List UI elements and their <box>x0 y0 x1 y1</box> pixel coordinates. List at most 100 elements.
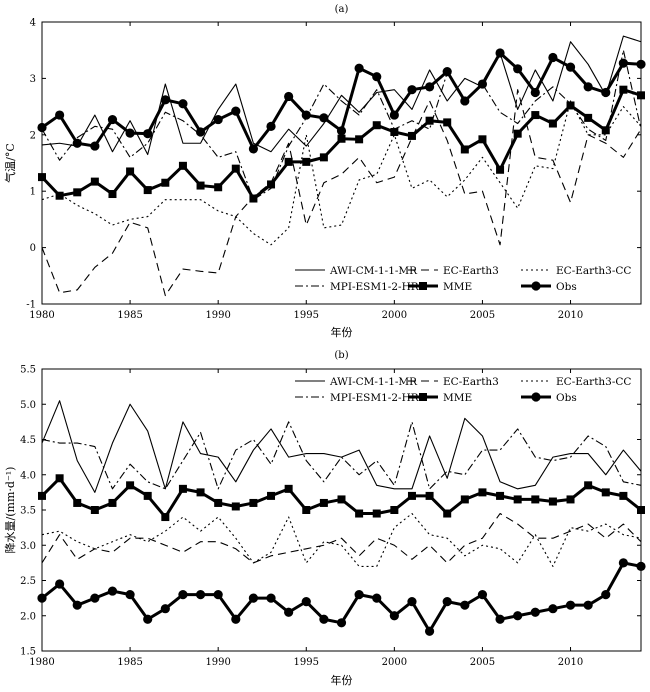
obs-point <box>530 607 540 617</box>
y-tick-label: 3.5 <box>20 506 36 517</box>
legend-label: AWI-CM-1-1-MR <box>329 376 418 388</box>
mme-point <box>407 491 416 500</box>
legend-label: EC-Earth3 <box>443 265 499 277</box>
mme-point <box>355 509 364 518</box>
series-line-ec-earth3-cc <box>41 100 642 246</box>
obs-point <box>407 85 417 95</box>
mme-point <box>38 173 46 182</box>
mme-point <box>496 165 505 174</box>
x-tick-label: 2010 <box>558 310 583 321</box>
mme-point <box>231 502 240 511</box>
obs-point <box>460 600 470 610</box>
mme-point <box>178 161 187 170</box>
obs-point <box>125 128 135 138</box>
x-tick-label: 1990 <box>205 657 230 668</box>
y-tick-label: 4 <box>30 18 36 29</box>
mme-point <box>108 190 117 199</box>
plot-frame <box>41 21 642 305</box>
legend-label: MME <box>443 392 472 404</box>
mme-point <box>584 481 593 490</box>
legend-label: EC-Earth3 <box>443 376 499 388</box>
mme-point <box>231 164 240 173</box>
x-tick-label: 2005 <box>470 657 495 668</box>
obs-point <box>495 614 505 624</box>
obs-point <box>513 64 523 74</box>
x-tick-label: 2000 <box>382 657 407 668</box>
obs-point <box>618 58 628 68</box>
series-line-mme <box>40 88 642 201</box>
mme-point <box>425 491 434 500</box>
mme-point <box>566 495 575 504</box>
obs-point <box>37 122 47 133</box>
obs-point <box>266 121 276 131</box>
mme-point <box>319 498 328 507</box>
mme-point <box>126 167 135 176</box>
mme-point <box>196 181 205 190</box>
obs-point <box>354 590 364 600</box>
obs-point <box>195 590 206 600</box>
mme-point <box>161 178 170 187</box>
obs-point <box>336 126 347 136</box>
x-tick-label: 1980 <box>29 310 54 321</box>
series-line-ec-earth3-cc <box>41 512 642 567</box>
obs-point <box>107 114 118 125</box>
panel-label: (b) <box>334 350 348 361</box>
obs-point <box>389 611 399 621</box>
obs-point <box>477 79 488 89</box>
obs-point <box>513 611 523 621</box>
mme-point <box>478 488 487 497</box>
obs-point <box>601 87 611 98</box>
obs-point <box>495 48 505 58</box>
mme-point <box>108 498 117 507</box>
mme-point <box>513 129 522 138</box>
mme-point <box>90 177 99 186</box>
obs-point <box>477 590 488 600</box>
obs-point <box>636 59 646 69</box>
y-tick-label: 0 <box>30 243 36 254</box>
obs-point <box>301 110 311 120</box>
x-tick-label: 1995 <box>294 657 319 668</box>
x-axis-title: 年份 <box>331 673 353 687</box>
obs-point <box>231 106 241 116</box>
y-tick-label: 3.0 <box>20 541 36 552</box>
mme-point <box>161 513 170 522</box>
mme-point <box>214 498 223 507</box>
obs-point <box>336 618 347 628</box>
legend-marker-square <box>419 393 427 401</box>
obs-point <box>178 99 188 109</box>
mme-point <box>267 180 276 189</box>
obs-point <box>618 558 628 568</box>
obs-point <box>178 590 188 600</box>
mme-point <box>531 495 540 504</box>
mme-point <box>267 491 276 500</box>
mme-point <box>548 119 557 128</box>
y-tick-label: 2.5 <box>20 576 36 587</box>
x-tick-label: 1980 <box>29 657 54 668</box>
y-tick-label: 2.0 <box>20 611 36 622</box>
obs-point <box>548 52 558 63</box>
mme-point <box>601 488 610 497</box>
mme-point <box>302 157 311 166</box>
mme-point <box>178 484 187 493</box>
y-tick-label: 5.0 <box>20 400 36 411</box>
y-tick-label: 2 <box>30 130 36 141</box>
x-tick-label: 2005 <box>470 310 495 321</box>
mme-point <box>513 495 522 504</box>
mme-point <box>496 491 505 500</box>
mme-point <box>214 183 223 192</box>
obs-point <box>72 600 82 610</box>
obs-point <box>143 614 153 624</box>
y-tick-label: 1 <box>30 187 36 198</box>
legend: AWI-CM-1-1-MR EC-Earth3 EC-Earth3-CC MPI-ES… <box>295 265 631 293</box>
obs-point <box>548 604 558 614</box>
obs-point <box>125 590 135 600</box>
mme-point <box>73 498 82 507</box>
mme-point <box>548 497 557 506</box>
y-tick-label: 1.5 <box>20 647 36 658</box>
x-tick-label: 1990 <box>205 310 230 321</box>
mme-point <box>637 506 645 514</box>
mme-point <box>619 491 628 500</box>
mme-point <box>566 101 575 110</box>
obs-point <box>583 82 593 92</box>
